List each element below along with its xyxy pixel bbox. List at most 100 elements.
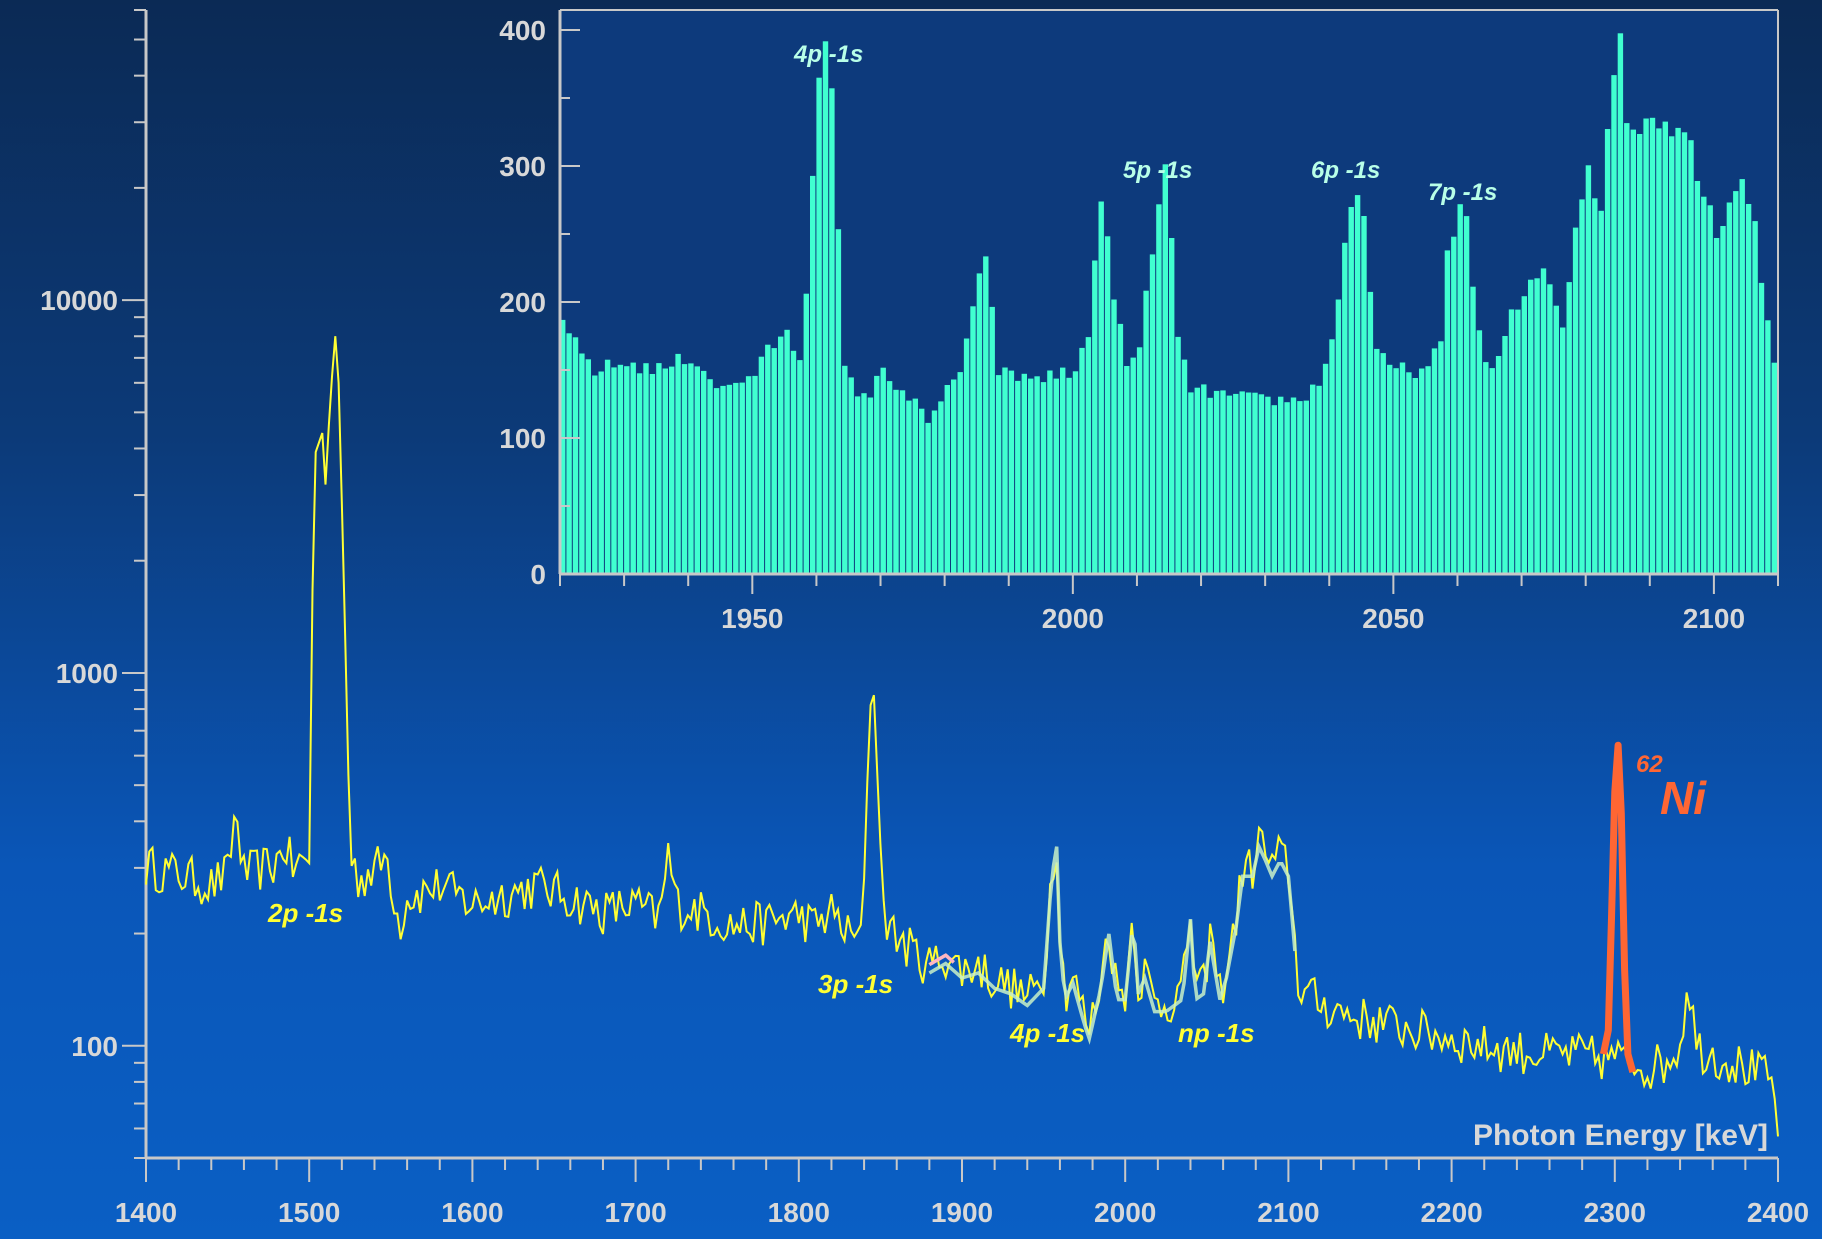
inset-annotation-7p-1s: 7p -1s [1428, 179, 1497, 206]
inset-bar [1502, 336, 1508, 574]
inset-bar [835, 229, 842, 574]
inset-bar [1040, 382, 1047, 574]
inset-bar [1188, 392, 1194, 574]
inset-bar [829, 88, 835, 575]
inset-bar [1258, 394, 1265, 574]
annotation-3p-1s: 3p -1s [818, 969, 893, 999]
inset-bar [771, 348, 777, 574]
main-x-tick-label: 1900 [931, 1197, 993, 1228]
inset-bar [1617, 33, 1624, 575]
inset-bar [1540, 268, 1547, 574]
inset-bar [1194, 387, 1200, 574]
inset-bar [1085, 337, 1092, 574]
inset-bar [1604, 129, 1611, 574]
inset-bar [1656, 128, 1662, 574]
inset-bar [1758, 282, 1765, 574]
inset-bar [752, 375, 758, 574]
inset-bar [1387, 364, 1393, 574]
inset-bar [765, 344, 771, 574]
inset-bar [854, 396, 861, 574]
inset-bar [938, 401, 944, 574]
inset-y-tick-label: 200 [499, 287, 546, 318]
inset-bar [1701, 196, 1707, 574]
inset-bar [970, 306, 976, 574]
inset-bar [1739, 179, 1745, 574]
inset-bar [1252, 392, 1258, 574]
inset-bar [1117, 323, 1124, 574]
inset-bar [1457, 204, 1463, 574]
inset-bar [649, 374, 656, 574]
inset-bar [1534, 278, 1540, 574]
inset-bar [1425, 366, 1431, 574]
isotope-symbol: Ni [1660, 772, 1707, 824]
inset-bar [1079, 347, 1085, 574]
inset-bar [1335, 299, 1342, 574]
inset-bar [842, 365, 848, 574]
inset-bar [1297, 401, 1303, 574]
inset-bar [611, 367, 617, 574]
inset-bar [1348, 207, 1354, 574]
spectrum-line [145, 336, 1779, 1137]
inset-bar [739, 382, 745, 574]
inset-bar [1271, 405, 1277, 574]
inset-bar [1444, 250, 1451, 574]
inset-bar [643, 363, 649, 574]
inset-bar [713, 388, 720, 574]
inset-bar [995, 375, 1002, 574]
main-x-tick-label: 1500 [278, 1197, 340, 1228]
inset-bar [624, 366, 630, 574]
inset-bar [1713, 238, 1720, 574]
inset-bar [1374, 348, 1380, 574]
inset-bar [579, 353, 585, 574]
inset-bar [1169, 238, 1175, 574]
inset-bar [925, 422, 931, 574]
inset-bar [592, 375, 598, 574]
inset-bar [1245, 392, 1252, 574]
inset-bar [1463, 216, 1470, 574]
inset-bar [1649, 117, 1656, 575]
inset-bar [1476, 330, 1483, 574]
inset-bar [1515, 309, 1521, 574]
inset-bar [1637, 134, 1643, 574]
inset-bar [1431, 348, 1438, 574]
inset-bar [1489, 368, 1495, 574]
inset-annotation-5p-1s: 5p -1s [1123, 157, 1192, 184]
inset-x-tick-label: 2000 [1042, 603, 1104, 634]
ni-62-peak-line [1599, 741, 1637, 1074]
inset-bar [733, 382, 739, 574]
inset-bar [662, 368, 668, 574]
inset-bar [1028, 378, 1034, 574]
inset-bar [1572, 227, 1579, 574]
inset-bar [1585, 165, 1592, 575]
inset-bar [1162, 164, 1168, 575]
inset-bar [1342, 242, 1348, 575]
inset-bar [1495, 356, 1502, 574]
inset-bar [707, 379, 713, 574]
inset-bar [726, 384, 733, 574]
inset-bar [1451, 236, 1457, 574]
inset-bar [1483, 362, 1489, 574]
inset-bar [1002, 367, 1008, 574]
inset-bar [566, 333, 572, 574]
inset-bar [1726, 202, 1733, 574]
inset-bar [1124, 366, 1130, 574]
inset-bar [1508, 309, 1515, 574]
inset-bar [963, 338, 970, 574]
inset-bar [1771, 362, 1777, 574]
inset-bar [701, 370, 707, 574]
inset-bar [1021, 373, 1027, 574]
inset-y-tick-label: 300 [499, 151, 546, 182]
main-y-tick-label: 100 [71, 1031, 118, 1062]
inset-bar [822, 41, 829, 575]
inset-bar [1624, 123, 1630, 574]
inset-bar [1066, 377, 1072, 574]
inset-bar [688, 363, 694, 574]
inset-bar [784, 329, 790, 574]
inset-bar [1034, 376, 1040, 574]
inset-bar [1290, 397, 1297, 574]
inset-bar [951, 379, 957, 574]
inset-bar [1528, 279, 1534, 574]
inset-bar [1521, 296, 1527, 574]
inset-bar [1226, 395, 1233, 574]
